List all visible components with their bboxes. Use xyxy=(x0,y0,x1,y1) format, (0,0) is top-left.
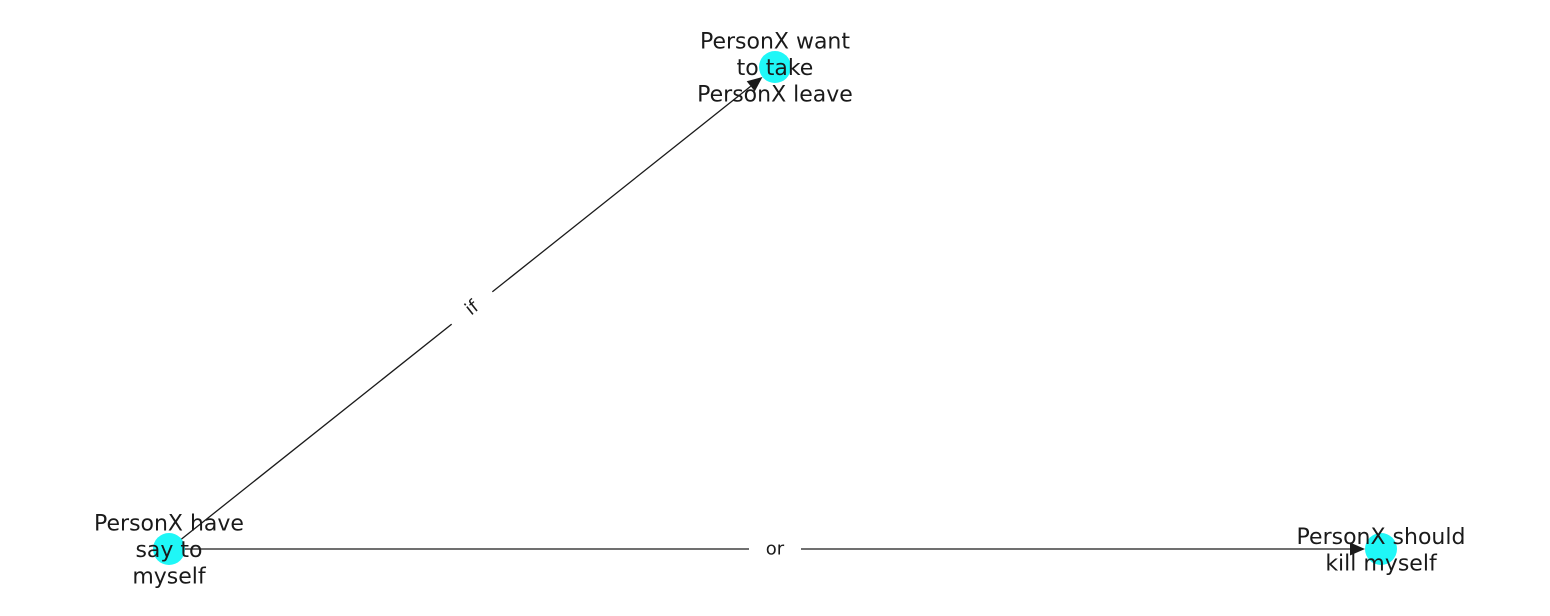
node-label-line: myself xyxy=(132,565,207,590)
node-circle xyxy=(153,533,185,565)
edge-label: or xyxy=(766,539,785,560)
edge-label-group: or xyxy=(749,537,801,561)
edge-n2-n3: or xyxy=(169,537,1365,561)
edges-layer: if or xyxy=(168,76,1365,561)
node-label-line: PersonX leave xyxy=(697,83,853,108)
edge-label-group: if xyxy=(444,282,500,334)
arrow-head-icon xyxy=(1350,542,1365,556)
node-label-line: PersonX want xyxy=(700,30,850,55)
edge-n2-n1: if xyxy=(168,76,763,550)
node-label-line: to take xyxy=(737,56,814,81)
node-label-line: PersonX should xyxy=(1297,525,1466,550)
node-circle xyxy=(759,51,791,83)
node-label-line: say to xyxy=(135,538,202,563)
node-label-line: PersonX have xyxy=(94,512,244,537)
node-label-line: kill myself xyxy=(1325,551,1438,576)
arrow-head-icon xyxy=(746,76,763,92)
node-circle xyxy=(1365,533,1397,565)
edge-label-background xyxy=(444,282,500,334)
edge-label-background xyxy=(749,537,801,561)
